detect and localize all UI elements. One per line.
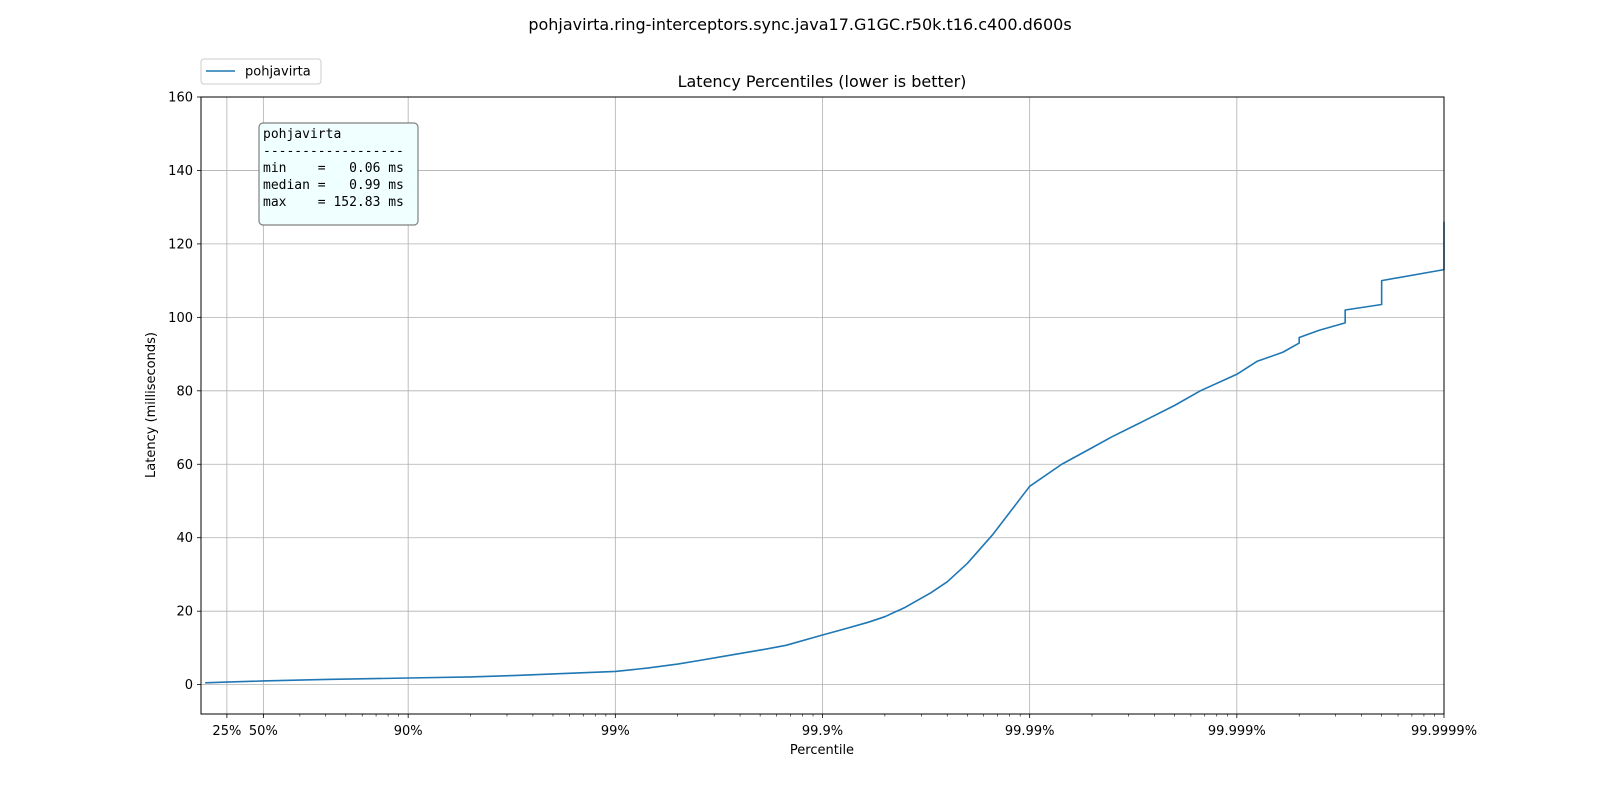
y-tick-label-40: 40 [176, 531, 193, 546]
y-tick-label-80: 80 [176, 384, 193, 399]
y-tick-label-140: 140 [168, 164, 193, 179]
y-axis-label: Latency (milliseconds) [144, 332, 159, 478]
x-tick-label-99.999%: 99.999% [1208, 724, 1266, 739]
x-tick-label-90%: 90% [394, 724, 423, 739]
stats-line-max: max = 152.83 ms [263, 195, 404, 210]
chart-title: Latency Percentiles (lower is better) [678, 72, 967, 91]
stats-box-frame [258, 122, 419, 226]
legend-frame [200, 58, 322, 85]
legend-label-pohjavirta: pohjavirta [245, 65, 311, 80]
series-layer [205, 221, 1445, 684]
stats-line-name: pohjavirta [263, 127, 341, 142]
y-axis-ticks: 0 20 40 60 80 100 120 140 160 [168, 91, 201, 693]
y-tick-label-20: 20 [176, 605, 193, 620]
plot-frame [200, 96, 1445, 715]
stats-line-median: median = 0.99 ms [263, 178, 404, 193]
legend: pohjavirta [200, 58, 322, 85]
y-tick-label-100: 100 [168, 311, 193, 326]
stats-box: pohjavirta ------------------ min = 0.06… [258, 122, 419, 226]
x-tick-label-50%: 50% [249, 724, 278, 739]
x-tick-label-99.9999%: 99.9999% [1411, 724, 1477, 739]
x-axis-label: Percentile [790, 743, 854, 758]
series-line-pohjavirta [205, 221, 1445, 684]
y-tick-label-0: 0 [185, 678, 193, 693]
y-tick-label-60: 60 [176, 458, 193, 473]
x-axis-ticks: 25% 50% 90% 99% 99.9% 99.99% 99.999% 99.9999% [212, 714, 1477, 739]
x-tick-label-99%: 99% [601, 724, 630, 739]
y-tick-label-160: 160 [168, 91, 193, 106]
stats-line-min: min = 0.06 ms [263, 161, 404, 176]
x-tick-label-25%: 25% [212, 724, 241, 739]
stats-line-separator: ------------------ [263, 144, 404, 159]
figure-suptitle: pohjavirta.ring-interceptors.sync.java17… [528, 15, 1071, 34]
y-tick-label-120: 120 [168, 237, 193, 252]
x-tick-label-99.99%: 99.99% [1005, 724, 1055, 739]
x-tick-label-99.9%: 99.9% [802, 724, 843, 739]
